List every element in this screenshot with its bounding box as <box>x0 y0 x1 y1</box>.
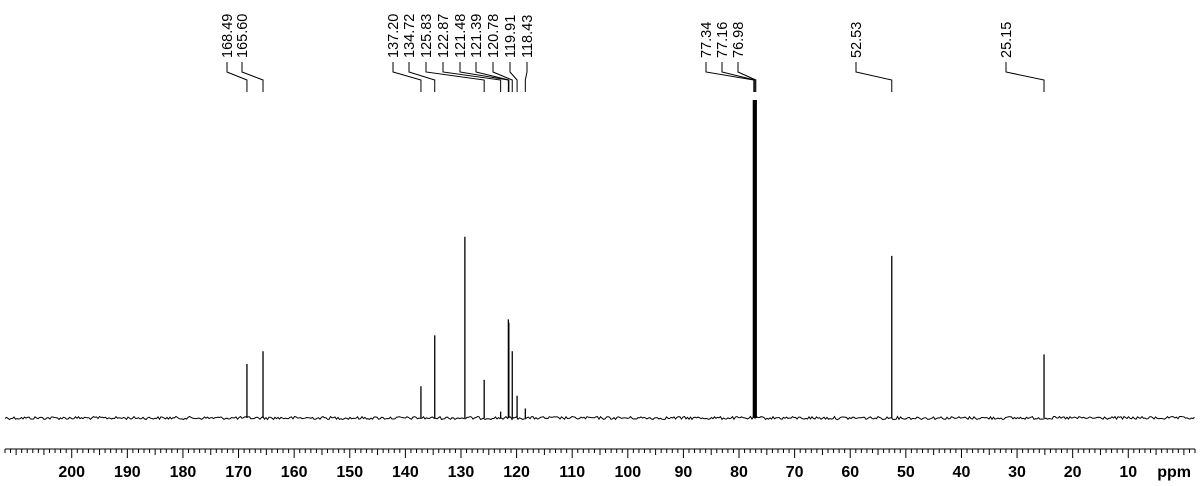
spectrum-baseline <box>4 415 1195 421</box>
peak-leader-line <box>705 62 755 92</box>
x-tick-label: 90 <box>675 464 693 481</box>
x-axis: 200 190 180 170 160 150 140 130 120 110 100 90 80 70 6… <box>4 448 1196 481</box>
peak-label: 77.34 <box>699 22 715 58</box>
peak-label: 168.49 <box>220 14 236 58</box>
peak-label: 25.15 <box>999 22 1015 58</box>
x-tick-label: 200 <box>58 464 85 481</box>
peak-label: 77.16 <box>715 22 731 58</box>
peak-leader-line <box>1005 62 1045 92</box>
peak-leader-line <box>475 62 510 92</box>
x-tick-label: 20 <box>1064 464 1082 481</box>
peak-leader-line <box>442 62 502 92</box>
peak-leader-line <box>226 62 248 92</box>
x-tick-label: 30 <box>1008 464 1026 481</box>
x-tick-label: 160 <box>281 464 308 481</box>
peak-leader-line <box>241 62 264 92</box>
peak-label: 125.83 <box>419 14 435 58</box>
x-tick-label: 110 <box>559 464 585 481</box>
peak-leader-line <box>459 62 509 92</box>
x-axis-unit-label: ppm <box>1157 464 1191 481</box>
x-tick-label: 100 <box>614 464 641 481</box>
peak-leader-line <box>392 62 422 92</box>
spectrum-trace-group <box>4 100 1195 421</box>
peak-leader-line <box>524 62 528 92</box>
peak-leader-line <box>509 62 518 92</box>
peak-leader-line <box>855 62 893 92</box>
x-tick-label: 40 <box>953 464 971 481</box>
peak-leader-line <box>721 62 756 92</box>
x-tick-label: 120 <box>503 464 530 481</box>
peak-label: 118.43 <box>520 15 536 58</box>
peak-label: 52.53 <box>849 22 865 58</box>
x-tick-label: 150 <box>336 464 363 481</box>
x-tick-label: 140 <box>392 464 419 481</box>
peak-label: 122.87 <box>436 14 452 58</box>
x-tick-label: 130 <box>448 464 475 481</box>
x-tick-label: 10 <box>1119 464 1137 481</box>
peak-label: 165.60 <box>235 14 251 58</box>
peak-label: 137.20 <box>386 14 402 58</box>
x-tick-label: 180 <box>170 464 197 481</box>
x-tick-label: 170 <box>225 464 252 481</box>
x-tick-label: 190 <box>114 464 141 481</box>
x-tick-label: 70 <box>786 464 804 481</box>
peak-label: 119.91 <box>503 15 519 58</box>
x-tick-label: 50 <box>897 464 915 481</box>
peak-leader-line <box>425 62 485 92</box>
peak-leader-line <box>737 62 757 92</box>
peak-leader-line <box>492 62 513 92</box>
x-tick-label: 80 <box>730 464 748 481</box>
x-tick-label: 60 <box>841 464 859 481</box>
peak-label: 121.39 <box>469 14 485 58</box>
peak-label: 76.98 <box>731 22 747 58</box>
peak-leader-line <box>408 62 436 92</box>
peak-label: 121.48 <box>453 14 469 58</box>
peak-label: 120.78 <box>486 14 502 58</box>
peak-label: 134.72 <box>402 14 418 58</box>
peak-labels: 168.49 165.60 137.20 134.72 125.83 122.87 121.… <box>220 14 1045 92</box>
